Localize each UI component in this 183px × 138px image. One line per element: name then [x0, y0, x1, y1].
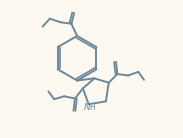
Text: N: N — [84, 103, 91, 112]
Text: H: H — [89, 103, 95, 112]
